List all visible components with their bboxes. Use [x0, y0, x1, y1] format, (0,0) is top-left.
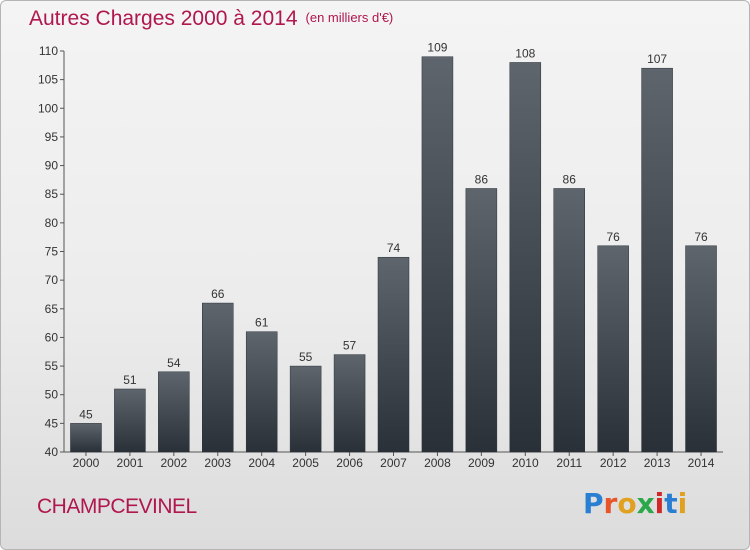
bar-value-label: 86	[563, 172, 577, 186]
logo-letter: P	[583, 487, 604, 520]
bar	[202, 302, 234, 453]
x-tick-label: 2014	[688, 456, 715, 470]
logo-letter: t	[664, 487, 678, 520]
x-tick-label: 2008	[424, 456, 451, 470]
proxiti-logo: Proxiti	[583, 487, 687, 520]
y-tick-label: 85	[45, 187, 59, 201]
bar-value-label: 61	[255, 316, 269, 330]
x-tick-label: 2012	[600, 456, 627, 470]
x-tick-label: 2000	[73, 456, 100, 470]
y-tick-label: 60	[45, 330, 59, 344]
bar-value-label: 86	[475, 172, 489, 186]
chart-labels: 45 51 54 66 61 55 57 74 109 86 108 86 76 107 76	[79, 41, 708, 422]
x-tick-label: 2006	[336, 456, 363, 470]
y-tick-label: 65	[45, 302, 59, 316]
chart-subtitle: (en milliers d'€)	[305, 10, 394, 25]
bar	[289, 365, 322, 453]
x-tick-label: 2007	[380, 456, 407, 470]
bar-value-label: 108	[515, 46, 535, 60]
bar	[553, 188, 585, 453]
bar	[465, 188, 498, 453]
chart-title: Autres Charges 2000 à 2014 (en milliers d…	[29, 7, 393, 31]
x-tick-label: 2005	[292, 456, 319, 470]
bar-value-label: 76	[606, 230, 620, 244]
logo-letter: i	[677, 487, 688, 520]
y-tick-label: 50	[45, 388, 59, 402]
chart-title-text: Autres Charges 2000 à 2014	[29, 7, 298, 30]
x-tick-label: 2011	[556, 456, 582, 470]
y-tick-label: 90	[45, 159, 59, 173]
y-tick-label: 40	[45, 445, 59, 459]
bar-value-label: 76	[694, 230, 708, 244]
bar	[333, 354, 366, 453]
y-tick-label: 55	[45, 359, 59, 373]
y-tick-label: 100	[38, 101, 58, 115]
bar-value-label: 51	[123, 373, 137, 387]
x-tick-label: 2004	[248, 456, 275, 470]
bar-value-label: 66	[211, 287, 225, 301]
bar	[421, 56, 454, 453]
bar	[245, 331, 278, 453]
y-tick-label: 45	[45, 416, 59, 430]
bar	[377, 256, 410, 453]
bar-value-label: 54	[167, 356, 181, 370]
bar	[509, 62, 542, 453]
bar-value-label: 57	[343, 339, 357, 353]
y-tick-label: 95	[45, 130, 59, 144]
x-tick-label: 2003	[204, 456, 231, 470]
bar	[641, 67, 673, 453]
bar-value-label: 74	[387, 241, 401, 255]
bar	[597, 245, 629, 453]
logo-letter: x	[636, 487, 655, 520]
logo-letter: o	[617, 487, 637, 520]
bar-value-label: 55	[299, 350, 313, 364]
y-tick-label: 80	[45, 216, 59, 230]
chart-bars	[70, 56, 717, 453]
x-tick-label: 2010	[512, 456, 539, 470]
bar-value-label: 109	[427, 41, 447, 55]
x-tick-label: 2009	[468, 456, 495, 470]
y-tick-label: 70	[45, 273, 59, 287]
y-tick-label: 75	[45, 245, 59, 259]
logo-letter: r	[603, 487, 618, 520]
bar	[70, 423, 102, 453]
bar-value-label: 45	[79, 407, 93, 421]
bar	[685, 245, 717, 453]
bar-value-label: 107	[647, 52, 667, 66]
commune-name: CHAMPCEVINEL	[37, 495, 197, 518]
y-tick-label: 110	[39, 44, 58, 58]
x-tick-label: 2001	[117, 456, 144, 470]
x-tick-label: 2002	[160, 456, 187, 470]
bar	[114, 388, 146, 453]
x-tick-label: 2013	[644, 456, 671, 470]
y-tick-label: 105	[38, 73, 58, 87]
logo-letter: i	[654, 487, 665, 520]
bar	[158, 371, 190, 453]
